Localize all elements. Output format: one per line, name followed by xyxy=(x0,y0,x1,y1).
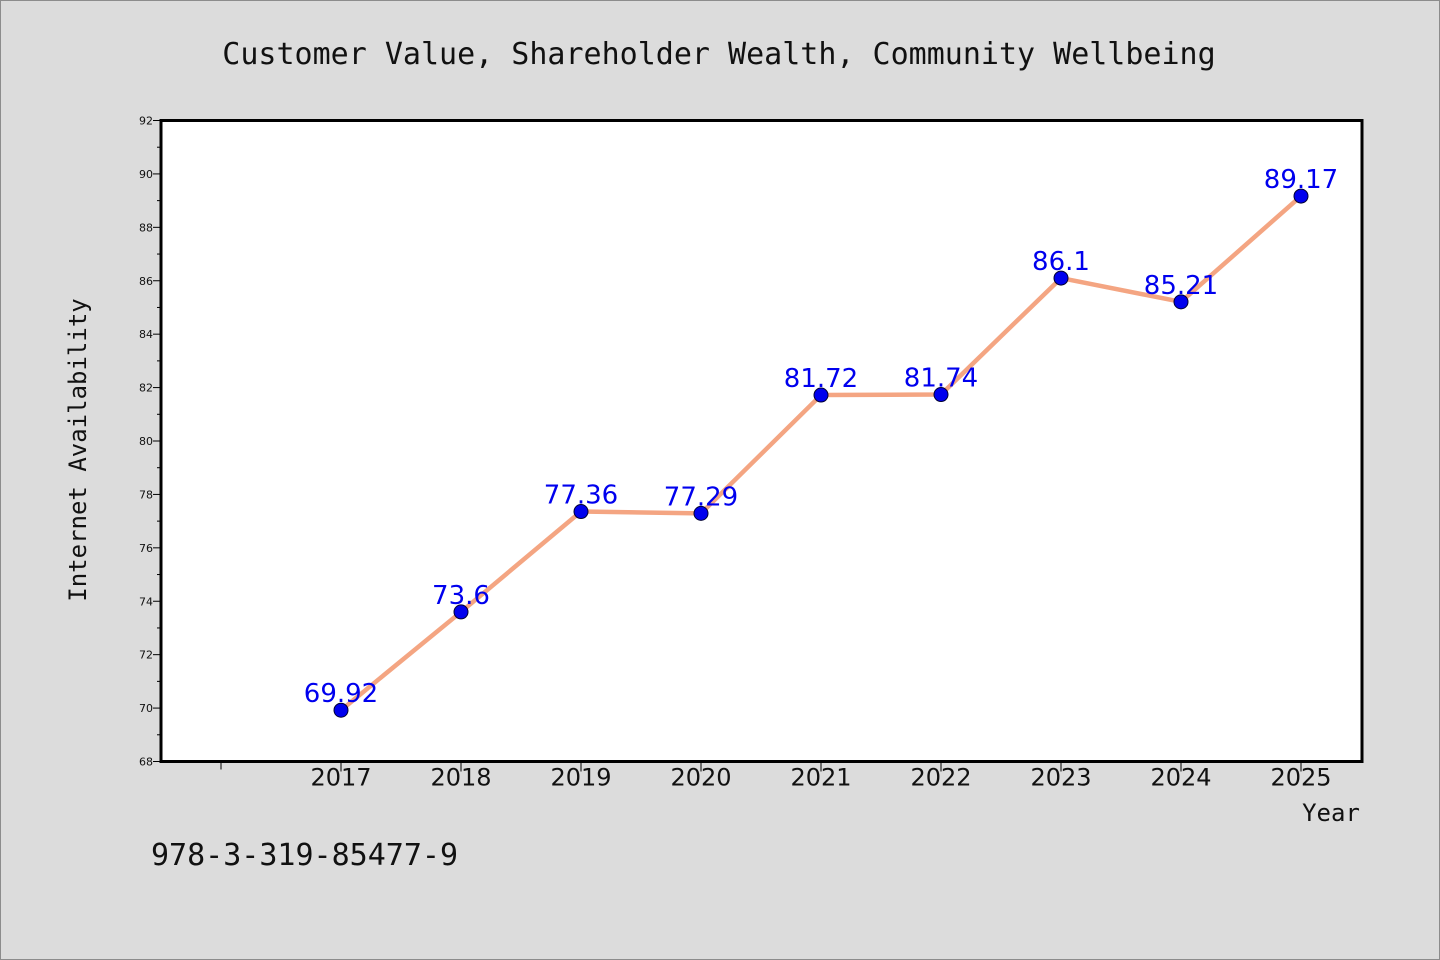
data-label-2021: 81.72 xyxy=(784,364,858,394)
data-point-2020 xyxy=(693,505,709,521)
data-point-2021 xyxy=(813,387,829,403)
y-tick-label: 68 xyxy=(139,756,153,769)
y-tick-label: 88 xyxy=(139,221,153,234)
y-tick-label: 80 xyxy=(139,435,153,448)
x-tick-label: 2017 xyxy=(310,764,371,792)
data-label-2025: 89.17 xyxy=(1264,165,1338,195)
x-tick-label: 2025 xyxy=(1270,764,1331,792)
footer-code: 978-3-319-85477-9 xyxy=(151,838,458,873)
data-point-2022 xyxy=(933,387,949,403)
chart-title: Customer Value, Shareholder Wealth, Comm… xyxy=(222,37,1215,72)
y-tick-label: 76 xyxy=(139,542,153,555)
y-tick-label: 86 xyxy=(139,275,153,288)
x-tick-label: 2024 xyxy=(1150,764,1211,792)
x-axis: 2017 2018 2019 2020 2021 2022 2023 2024 2025 xyxy=(220,761,1332,792)
y-tick-label: 72 xyxy=(139,649,153,662)
data-point-2023 xyxy=(1053,270,1069,286)
data-point-2017 xyxy=(333,702,349,718)
y-tick-label: 78 xyxy=(139,488,153,501)
x-tick-label: 2021 xyxy=(790,764,851,792)
y-tick-label: 84 xyxy=(139,328,153,341)
data-label-2024: 85.21 xyxy=(1144,271,1218,301)
x-tick-label: 2019 xyxy=(550,764,611,792)
y-axis-label: Internet Availability xyxy=(64,298,92,601)
series-group: 69.92 73.6 77.36 77.29 81.72 81.74 86.1 85.21 89… xyxy=(304,165,1338,718)
data-label-2022: 81.74 xyxy=(904,364,978,394)
plot-area xyxy=(159,119,1364,763)
data-label-2023: 86.1 xyxy=(1032,247,1090,277)
x-tick-label: 2023 xyxy=(1030,764,1091,792)
data-label-2018: 73.6 xyxy=(432,581,490,611)
x-tick-label: 2018 xyxy=(430,764,491,792)
data-label-2019: 77.36 xyxy=(544,481,618,511)
x-tick-label: 2022 xyxy=(910,764,971,792)
x-axis-label: Year xyxy=(1302,799,1360,827)
data-label-2020: 77.29 xyxy=(664,482,738,512)
y-tick-label: 70 xyxy=(139,702,153,715)
data-point-2024 xyxy=(1173,294,1189,310)
data-point-2019 xyxy=(573,504,589,520)
y-tick-label: 92 xyxy=(139,115,153,128)
x-tick-label: 2020 xyxy=(670,764,731,792)
data-label-2017: 69.92 xyxy=(304,679,378,709)
data-point-2025 xyxy=(1293,188,1309,204)
y-axis: 68 70 72 74 76 78 80 82 84 86 88 90 92 xyxy=(139,115,161,769)
y-tick-label: 74 xyxy=(139,595,153,608)
data-point-2018 xyxy=(453,604,469,620)
y-tick-label: 90 xyxy=(139,168,153,181)
y-tick-label: 82 xyxy=(139,382,153,395)
